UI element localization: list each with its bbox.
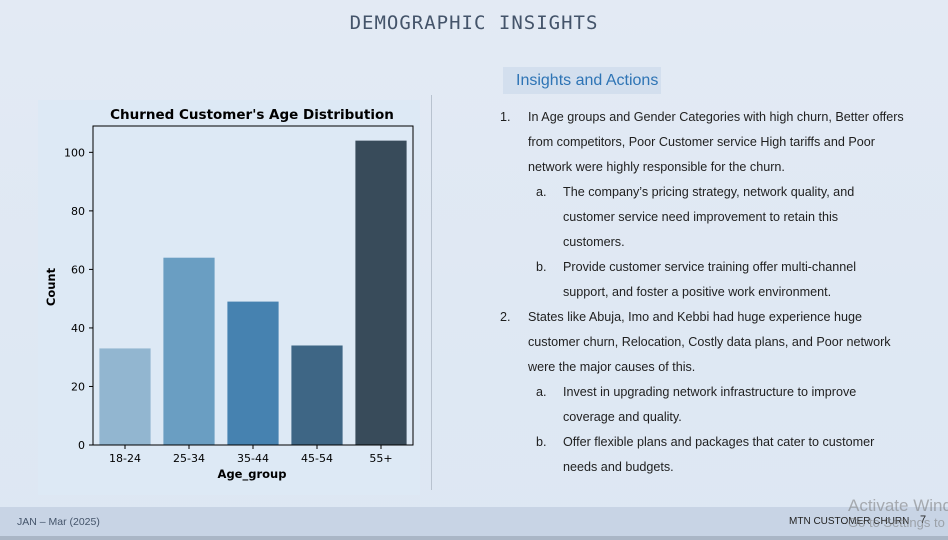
action-letter: b. <box>536 260 547 274</box>
action-line: Offer flexible plans and packages that c… <box>563 435 875 449</box>
action-item-1a: a. The company’s pricing strategy, netwo… <box>500 180 920 255</box>
insight-line: from competitors, Poor Customer service … <box>528 135 875 149</box>
action-item-2a: a. Invest in upgrading network infrastru… <box>500 380 920 430</box>
footer-project: MTN CUSTOMER CHURN <box>789 516 910 527</box>
action-line: support, and foster a positive work envi… <box>563 285 832 299</box>
action-line: needs and budgets. <box>563 460 674 474</box>
watermark-line-2: Go to Settings to activate Windows. <box>848 515 948 530</box>
action-letter: a. <box>536 385 547 399</box>
plot-area: 18-24 25-34 35-44 45-54 55+ 0 20 40 60 80 100 <box>64 125 414 465</box>
insight-line: network were highly responsible for the … <box>528 160 785 174</box>
action-line: customers. <box>563 235 625 249</box>
action-line: Provide customer service training offer … <box>563 260 857 274</box>
slide-footer: JAN – Mar (2025) MTN CUSTOMER CHURN 7 <box>0 507 948 540</box>
insight-line: In Age groups and Gender Categories with… <box>528 110 904 124</box>
x-axis-label: Age_group <box>218 467 287 482</box>
insight-line: were the major causes of this. <box>528 360 696 374</box>
action-letter: a. <box>536 185 547 199</box>
action-item-2b: b. Offer flexible plans and packages tha… <box>500 430 920 480</box>
column-divider <box>431 95 432 490</box>
action-line: customer service need improvement to ret… <box>563 210 839 224</box>
action-line: coverage and quality. <box>563 410 682 424</box>
bar-55+ <box>355 140 407 445</box>
bar-45-54 <box>291 345 343 445</box>
page-number: 7 <box>920 514 927 526</box>
insight-line: States like Abuja, Imo and Kebbi had hug… <box>528 310 862 324</box>
age-distribution-chart: Churned Customer's Age Distribution 18-2… <box>38 100 420 495</box>
action-item-1b: b. Provide customer service training off… <box>500 255 920 305</box>
y-tick-label: 20 <box>71 380 85 393</box>
insight-number: 2. <box>500 310 511 324</box>
action-letter: b. <box>536 435 547 449</box>
y-tick-label: 60 <box>71 263 85 276</box>
x-tick-label: 45-54 <box>301 452 333 465</box>
bar-18-24 <box>99 348 151 445</box>
insights-header: Insights and Actions <box>503 67 661 94</box>
bar-25-34 <box>163 257 215 445</box>
insight-number: 1. <box>500 110 511 124</box>
action-line: The company’s pricing strategy, network … <box>563 185 855 199</box>
watermark-line-1: Activate Windows <box>848 497 948 515</box>
plot-frame <box>92 125 414 446</box>
chart-title: Churned Customer's Age Distribution <box>110 107 394 123</box>
slide-title: DEMOGRAPHIC INSIGHTS <box>349 12 599 34</box>
insights-list: 1. In Age groups and Gender Categories w… <box>500 105 920 480</box>
action-line: Invest in upgrading network infrastructu… <box>563 385 857 399</box>
footer-date: JAN – Mar (2025) <box>17 516 100 528</box>
x-tick-label: 55+ <box>369 452 392 465</box>
activation-watermark: Activate Windows Go to Settings to activ… <box>848 497 948 531</box>
y-tick-label: 80 <box>71 205 85 218</box>
chart-svg: Churned Customer's Age Distribution 18-2… <box>38 100 420 495</box>
insight-item-1: 1. In Age groups and Gender Categories w… <box>500 105 920 180</box>
y-tick-label: 0 <box>78 439 85 452</box>
x-tick-label: 35-44 <box>237 452 269 465</box>
x-tick-label: 25-34 <box>173 452 205 465</box>
bar-35-44 <box>227 301 279 445</box>
y-axis-label: Count <box>44 267 58 306</box>
insight-line: customer churn, Relocation, Costly data … <box>528 335 891 349</box>
y-tick-label: 100 <box>64 146 85 159</box>
x-tick-label: 18-24 <box>109 452 141 465</box>
insight-item-2: 2. States like Abuja, Imo and Kebbi had … <box>500 305 920 380</box>
y-tick-label: 40 <box>71 322 85 335</box>
